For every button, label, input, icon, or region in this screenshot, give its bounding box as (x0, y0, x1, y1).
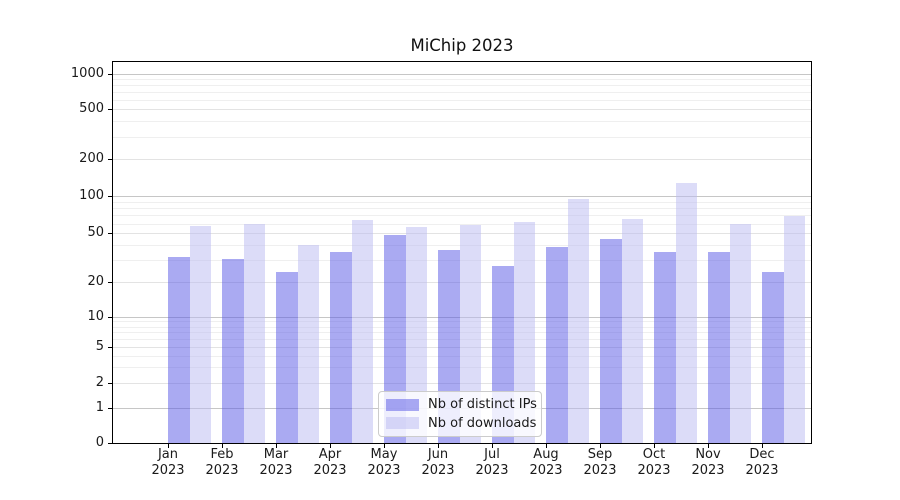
x-tick-mark (330, 444, 331, 448)
gridline-70 (113, 215, 811, 217)
bar-nb-of-downloads-nov (729, 223, 752, 443)
gridline-900 (113, 79, 811, 81)
y-tick-label-100: 100 (79, 188, 104, 203)
y-tick-mark (108, 317, 112, 318)
x-tick-label-may: May 2023 (367, 447, 401, 478)
legend-swatch-distinct-ips (386, 398, 419, 412)
gridline-200 (113, 159, 811, 160)
x-tick-mark (600, 444, 601, 448)
y-tick-mark (108, 196, 112, 197)
gridline-90 (113, 201, 811, 203)
chart-title: MiChip 2023 (410, 36, 514, 55)
bar-nb-of-distinct-ips-aug (546, 246, 568, 443)
y-tick-mark (108, 408, 112, 409)
gridline-100 (113, 196, 811, 197)
y-tick-mark (108, 383, 112, 384)
bar-nb-of-downloads-dec (783, 215, 806, 443)
x-tick-mark (222, 444, 223, 448)
y-tick-label-200: 200 (79, 151, 104, 166)
bar-nb-of-distinct-ips-dec (762, 272, 784, 443)
x-tick-label-feb: Feb 2023 (205, 447, 239, 478)
bar-nb-of-downloads-feb (243, 223, 266, 443)
y-tick-mark (108, 282, 112, 283)
bar-nb-of-downloads-may (405, 226, 428, 443)
legend: Nb of distinct IPs Nb of downloads (378, 391, 542, 437)
x-tick-label-jun: Jun 2023 (421, 447, 455, 478)
bar-nb-of-distinct-ips-oct (654, 252, 676, 443)
legend-item-distinct-ips: Nb of distinct IPs (386, 397, 541, 412)
bar-nb-of-distinct-ips-sep (600, 239, 622, 443)
gridline-700 (113, 92, 811, 94)
x-tick-mark (654, 444, 655, 448)
plot-area (112, 61, 812, 444)
legend-swatch-downloads (386, 416, 419, 430)
y-tick-label-1: 1 (95, 400, 104, 416)
x-tick-label-jul: Jul 2023 (475, 447, 509, 478)
y-tick-label-2: 2 (95, 375, 104, 391)
bar-nb-of-downloads-sep (621, 218, 644, 443)
x-tick-mark (438, 444, 439, 448)
gridline-600 (113, 100, 811, 101)
x-tick-mark (276, 444, 277, 448)
y-tick-mark (108, 74, 112, 75)
x-tick-label-mar: Mar 2023 (259, 447, 293, 478)
bar-nb-of-downloads-aug (567, 198, 590, 443)
bar-nb-of-downloads-apr (351, 220, 374, 443)
y-tick-label-5: 5 (95, 339, 104, 355)
y-tick-mark (108, 233, 112, 234)
bar-nb-of-downloads-oct (675, 183, 698, 443)
gridline-60 (113, 223, 811, 225)
gridline-80 (113, 208, 811, 209)
x-tick-label-aug: Aug 2023 (529, 447, 563, 478)
x-tick-mark (168, 444, 169, 448)
legend-item-downloads: Nb of downloads (386, 416, 541, 431)
bar-nb-of-distinct-ips-nov (708, 252, 730, 443)
y-tick-mark (108, 347, 112, 348)
gridline-1000 (113, 74, 811, 75)
y-tick-mark (108, 159, 112, 160)
x-tick-label-jan: Jan 2023 (151, 447, 185, 478)
y-tick-label-500: 500 (79, 101, 104, 117)
gridline-500 (113, 109, 811, 111)
y-tick-mark (108, 443, 112, 444)
legend-label-downloads: Nb of downloads (428, 415, 537, 431)
y-tick-label-10: 10 (87, 308, 104, 324)
bar-nb-of-distinct-ips-apr (330, 252, 352, 443)
x-tick-label-sep: Sep 2023 (583, 447, 617, 478)
bar-nb-of-distinct-ips-may (384, 234, 406, 443)
y-tick-label-20: 20 (87, 273, 104, 289)
x-tick-label-dec: Dec 2023 (745, 447, 779, 478)
x-tick-mark (708, 444, 709, 448)
bar-nb-of-distinct-ips-mar (276, 272, 298, 443)
bar-nb-of-distinct-ips-feb (222, 258, 244, 443)
x-tick-mark (762, 444, 763, 448)
gridline-400 (113, 121, 811, 123)
legend-label-distinct-ips: Nb of distinct IPs (428, 397, 537, 413)
y-tick-label-1000: 1000 (70, 66, 104, 81)
x-tick-label-oct: Oct 2023 (637, 447, 671, 478)
x-tick-label-nov: Nov 2023 (691, 447, 725, 478)
y-tick-label-0: 0 (95, 434, 104, 450)
bar-nb-of-downloads-jan (189, 225, 212, 443)
bar-nb-of-distinct-ips-jan (168, 257, 190, 443)
y-tick-label-50: 50 (87, 225, 104, 241)
gridline-300 (113, 137, 811, 138)
x-tick-label-apr: Apr 2023 (313, 447, 347, 478)
x-tick-mark (492, 444, 493, 448)
bar-nb-of-downloads-mar (297, 245, 320, 443)
y-tick-mark (108, 109, 112, 110)
gridline-800 (113, 85, 811, 87)
bar-nb-of-downloads-jul (513, 222, 536, 443)
x-tick-mark (384, 444, 385, 448)
x-tick-mark (546, 444, 547, 448)
bar-nb-of-downloads-jun (459, 224, 482, 443)
